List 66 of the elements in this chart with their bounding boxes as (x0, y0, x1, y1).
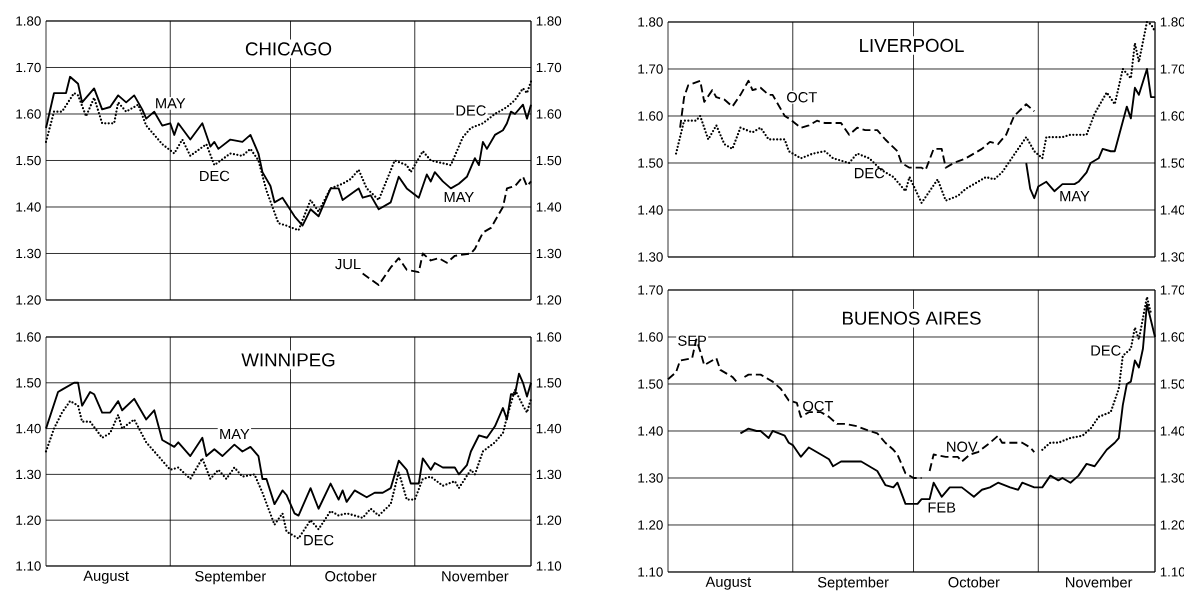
y-tick-label: 1.10 (638, 567, 663, 577)
series-label: NOV (947, 441, 978, 452)
x-tick-label: August (705, 576, 752, 590)
series-label: OCT (787, 92, 817, 103)
y2-tick-label: 1.50 (536, 155, 562, 166)
y-tick-label: 1.60 (16, 332, 41, 342)
y-tick-label: 1.80 (638, 17, 663, 27)
x-tick-label: September (817, 576, 889, 591)
series-label: DEC (304, 534, 334, 546)
text: DEC (200, 170, 230, 182)
y-tick-label: 1.30 (16, 469, 41, 480)
x-tick-label: October (948, 576, 1000, 588)
y2-tick-label: 1.60 (536, 332, 562, 342)
y-tick-label: 1.30 (16, 248, 41, 259)
y-tick-label: 1.70 (638, 285, 663, 295)
text: LIVERPOOL (860, 38, 964, 53)
y2-tick-label: 1.70 (536, 62, 562, 73)
y-tick-label: 1.50 (638, 379, 663, 389)
y-tick-label: 1.40 (638, 426, 663, 436)
y-tick-label: 1.40 (16, 423, 41, 434)
x-tick-label: November (442, 570, 509, 582)
y-tick-label: 1.70 (16, 62, 41, 73)
y-tick-label: 1.60 (638, 332, 663, 342)
series-label: SEP (678, 335, 707, 346)
y2-tick-label: 1.30 (536, 469, 562, 480)
y2-tick-label: 1.20 (536, 515, 562, 525)
y-tick-label: 1.70 (638, 64, 663, 74)
y-tick-label: 1.30 (638, 252, 663, 262)
series-label: OCT (803, 400, 834, 412)
y2-tick-label: 1.80 (536, 16, 562, 26)
y-tick-label: 1.50 (638, 158, 663, 168)
text: BUENOS AIRES (843, 311, 981, 325)
y2-tick-label: 1.40 (536, 202, 562, 212)
x-tick-label: September (195, 570, 267, 585)
series-label: JUL (335, 258, 361, 270)
y-tick-label: 1.10 (16, 561, 41, 571)
y-tick-label: 1.50 (16, 155, 41, 166)
series-label: MAY (1060, 191, 1090, 202)
y-tick-label: 1.80 (16, 16, 41, 26)
series-label: DEC (1091, 345, 1121, 356)
series-label: MAY (156, 98, 186, 109)
y2-tick-label: 1.40 (536, 423, 562, 434)
x-tick-label: November (1066, 576, 1133, 588)
series-label: MAY (220, 428, 250, 440)
series-label: FEB (928, 502, 956, 513)
series-label: DEC (456, 105, 486, 116)
y-tick-label: 1.20 (16, 515, 41, 525)
y-tick-label: 1.60 (638, 111, 663, 121)
y2-tick-label: 1.30 (536, 248, 562, 259)
y2-tick-label: 1.60 (536, 109, 562, 119)
y2-tick-label: 1.50 (536, 378, 562, 388)
y-tick-label: 1.40 (16, 202, 41, 212)
text: CHICAGO (245, 42, 332, 56)
text: WINNIPEG (241, 353, 335, 367)
y2-tick-label: 1.20 (536, 295, 562, 305)
y-tick-label: 1.30 (638, 473, 663, 483)
series-label: DEC (854, 167, 885, 179)
text: MAY (444, 192, 474, 203)
y-tick-label: 1.60 (16, 109, 41, 119)
y-tick-label: 1.50 (16, 378, 41, 388)
x-tick-label: August (83, 570, 129, 584)
x-tick-label: October (325, 570, 377, 582)
y-tick-label: 1.20 (638, 520, 663, 530)
y2-tick-label: 1.10 (536, 561, 562, 571)
y-tick-label: 1.40 (638, 205, 663, 215)
y-tick-label: 1.20 (16, 295, 41, 305)
